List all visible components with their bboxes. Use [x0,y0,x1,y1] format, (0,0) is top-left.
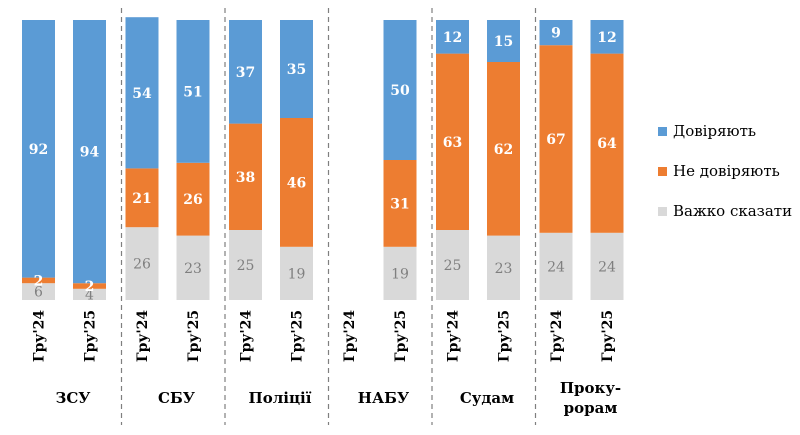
group-label: Поліції [249,389,312,407]
bar-segment [590,53,624,233]
bar-segment [73,288,106,300]
data-label: 46 [287,175,306,191]
bar-segment [176,235,210,300]
legend-swatch [658,207,667,216]
category-tick-labels: Гру'24 Гру'25 Гру'24 Гру'25 Гру'24 Гру'25 Гру'… [32,310,617,362]
data-label: 15 [494,34,513,50]
data-label: 23 [495,261,513,277]
category-tick-label: Гру'24 [446,310,462,362]
bar-segment [539,232,573,300]
data-label: 54 [132,86,152,102]
data-label: 26 [133,257,151,273]
data-label: 51 [183,84,202,100]
category-tick-label: Гру'25 [497,310,513,362]
bar-segment [73,20,106,284]
bar-segment [176,162,210,236]
data-label: 12 [597,30,616,46]
group-separators [120,8,537,425]
bar-segment [539,20,573,46]
bar-segment [436,53,469,230]
bar-segment [436,230,469,300]
data-label: 35 [287,62,306,78]
data-label: 24 [598,259,616,275]
bar-segment [22,283,55,300]
data-label: 2 [34,273,44,289]
data-label: 50 [390,83,410,99]
category-tick-label: Гру'25 [600,310,616,362]
bar-segment [125,17,159,169]
category-tick-label: Гру'25 [290,310,306,362]
data-label: 2 [85,279,95,295]
bar-segment [383,160,417,247]
legend-label: Не довіряють [673,162,780,180]
bar-segment [280,20,313,118]
bar-segment [22,277,55,284]
group-label: НАБУ [358,389,409,407]
category-tick-label: Гру'24 [342,310,358,362]
data-label: 24 [547,259,565,275]
bar-segment [22,20,55,278]
data-label: 4 [85,287,94,303]
legend-swatch [658,127,667,136]
category-tick-label: Гру'24 [135,310,151,362]
data-label: 64 [597,136,617,152]
legend-label: Довіряють [673,122,756,140]
group-label: Судам [460,389,514,407]
bar-segment [590,20,624,54]
bar-segment [487,235,520,300]
category-tick-label: Гру'25 [393,310,409,362]
legend-label: Важко сказати [673,202,792,220]
bar-segment [590,232,624,300]
bar-segment [229,20,262,124]
bars [22,17,624,300]
data-label: 6 [34,285,43,301]
bar-segment [436,20,469,54]
bar-segment [125,168,159,228]
data-label: 62 [494,142,513,158]
data-label: 31 [390,196,409,212]
group-label: Проку-рорам [560,379,621,417]
data-label: 63 [443,135,462,151]
data-label: 19 [391,266,409,282]
data-label: 23 [184,261,202,277]
bar-segment [280,118,313,247]
data-label: 26 [183,192,202,208]
bar-segment [125,227,159,300]
data-label: 12 [443,30,462,46]
legend-swatch [658,167,667,176]
category-tick-label: Гру'24 [549,310,565,362]
data-label: 19 [288,266,306,282]
category-tick-label: Гру'25 [186,310,202,362]
data-label: 38 [236,170,255,186]
category-tick-label: Гру'24 [239,310,255,362]
group-labels: ЗСУ СБУ Поліції НАБУ Судам Проку-рорам [56,379,622,417]
bar-segment [176,20,210,163]
bar-segment [229,230,262,300]
category-tick-label: Гру'24 [32,310,48,362]
data-label: 21 [132,191,151,207]
bar-segment [539,45,573,233]
data-label: 25 [444,258,462,274]
data-label: 94 [80,145,100,161]
category-tick-label: Гру'25 [83,310,99,362]
bar-segment [73,283,106,289]
group-label: ЗСУ [56,389,91,407]
legend: Довіряють Не довіряють Важко сказати [658,122,792,220]
group-label: СБУ [158,389,195,407]
value-labels: 6292429426215423265125383719463519315025… [29,26,617,304]
data-label: 37 [236,65,255,81]
bar-segment [383,20,417,160]
data-label: 67 [546,132,565,148]
data-label: 25 [237,258,255,274]
data-label: 9 [551,26,561,42]
bar-segment [487,20,520,62]
data-label: 92 [29,142,48,158]
bar-segment [229,123,262,230]
bar-segment [383,246,417,300]
bar-segment [280,246,313,300]
bar-segment [487,62,520,236]
